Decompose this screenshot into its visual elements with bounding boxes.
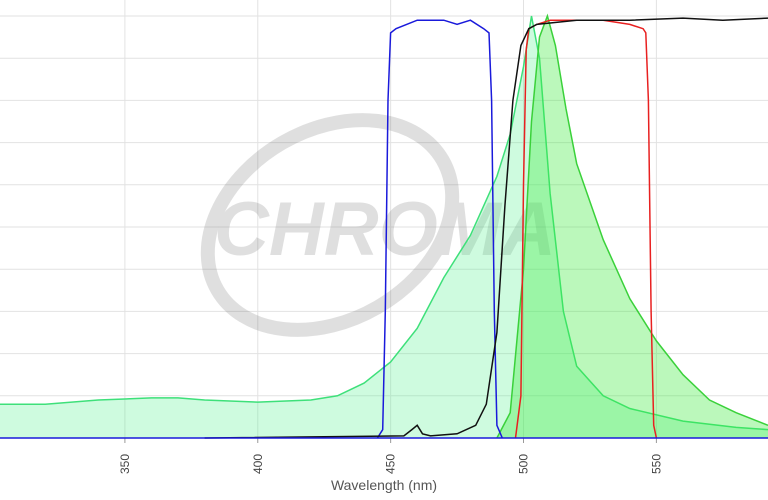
x-tick-label: 500 (517, 454, 531, 474)
x-axis-title: Wavelength (nm) (331, 477, 437, 493)
watermark-logo: CHROMA (200, 113, 556, 337)
x-tick-label: 350 (118, 454, 132, 474)
area (496, 16, 768, 438)
x-tick-label: 400 (251, 454, 265, 474)
spectrum-line (496, 13, 768, 439)
plot-area (0, 13, 768, 439)
spectrum-line (204, 17, 768, 439)
spectrum-line (376, 19, 503, 439)
watermark-text: CHROMA (214, 187, 556, 272)
x-tick-label: 450 (384, 454, 398, 474)
spectrum-line (0, 15, 768, 431)
logo-swoosh (200, 113, 460, 337)
x-tick-label: 550 (649, 454, 663, 474)
